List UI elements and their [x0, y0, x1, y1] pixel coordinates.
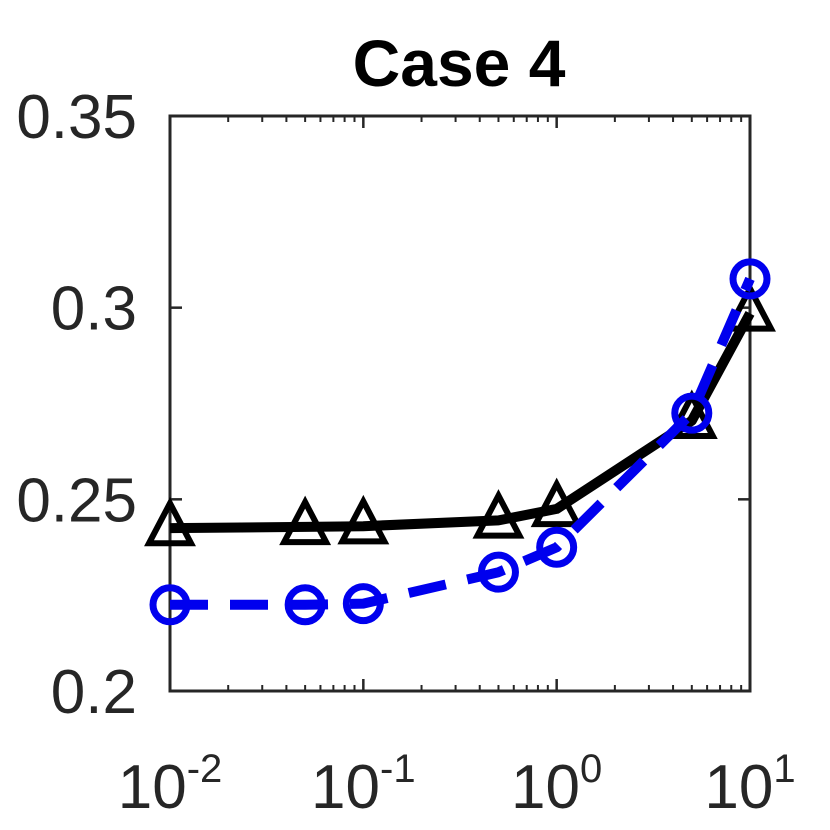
data-point-triangle [724, 282, 776, 332]
series-line [170, 276, 755, 610]
data-point-triangle [472, 489, 525, 539]
data-point-triangle [144, 496, 196, 547]
x-tick-label-exponent: 0 [580, 747, 602, 791]
x-tick-label: 101 [704, 747, 795, 822]
x-tick-label-base: 10 [311, 753, 380, 822]
y-tick-label: 0.25 [16, 466, 137, 535]
y-tick-label: 0.35 [16, 83, 137, 152]
x-tick-label-base: 10 [511, 753, 580, 822]
x-tick-label-base: 10 [118, 753, 187, 822]
series-triangle [144, 282, 776, 547]
y-tick-label: 0.2 [51, 658, 137, 727]
data-point-circle [477, 551, 519, 593]
series-layer [144, 258, 776, 626]
plot-area [168, 114, 752, 693]
x-tick-label: 100 [511, 747, 602, 822]
data-point-circle [342, 583, 384, 625]
x-tick-label-exponent: 1 [773, 747, 795, 791]
data-point-triangle [665, 389, 718, 439]
data-point-triangle [279, 495, 332, 546]
series-circle [149, 258, 771, 626]
data-point-circle [536, 526, 578, 568]
data-point-triangle [337, 494, 390, 545]
data-point-triangle [530, 477, 583, 528]
x-tick-label: 10-1 [311, 747, 416, 822]
series-line [169, 311, 755, 534]
x-tick-label-base: 10 [704, 753, 773, 822]
y-tick-label: 0.3 [51, 275, 137, 344]
axis-ticks [168, 114, 752, 693]
data-point-circle [284, 584, 326, 626]
x-tick-label-exponent: -1 [380, 747, 416, 791]
data-point-circle [149, 584, 191, 626]
x-tick-label: 10-2 [118, 747, 223, 822]
data-point-circle [671, 392, 713, 434]
data-point-circle [729, 258, 771, 300]
x-tick-label-exponent: -2 [187, 747, 223, 791]
chart-title: Case 4 [353, 26, 566, 100]
